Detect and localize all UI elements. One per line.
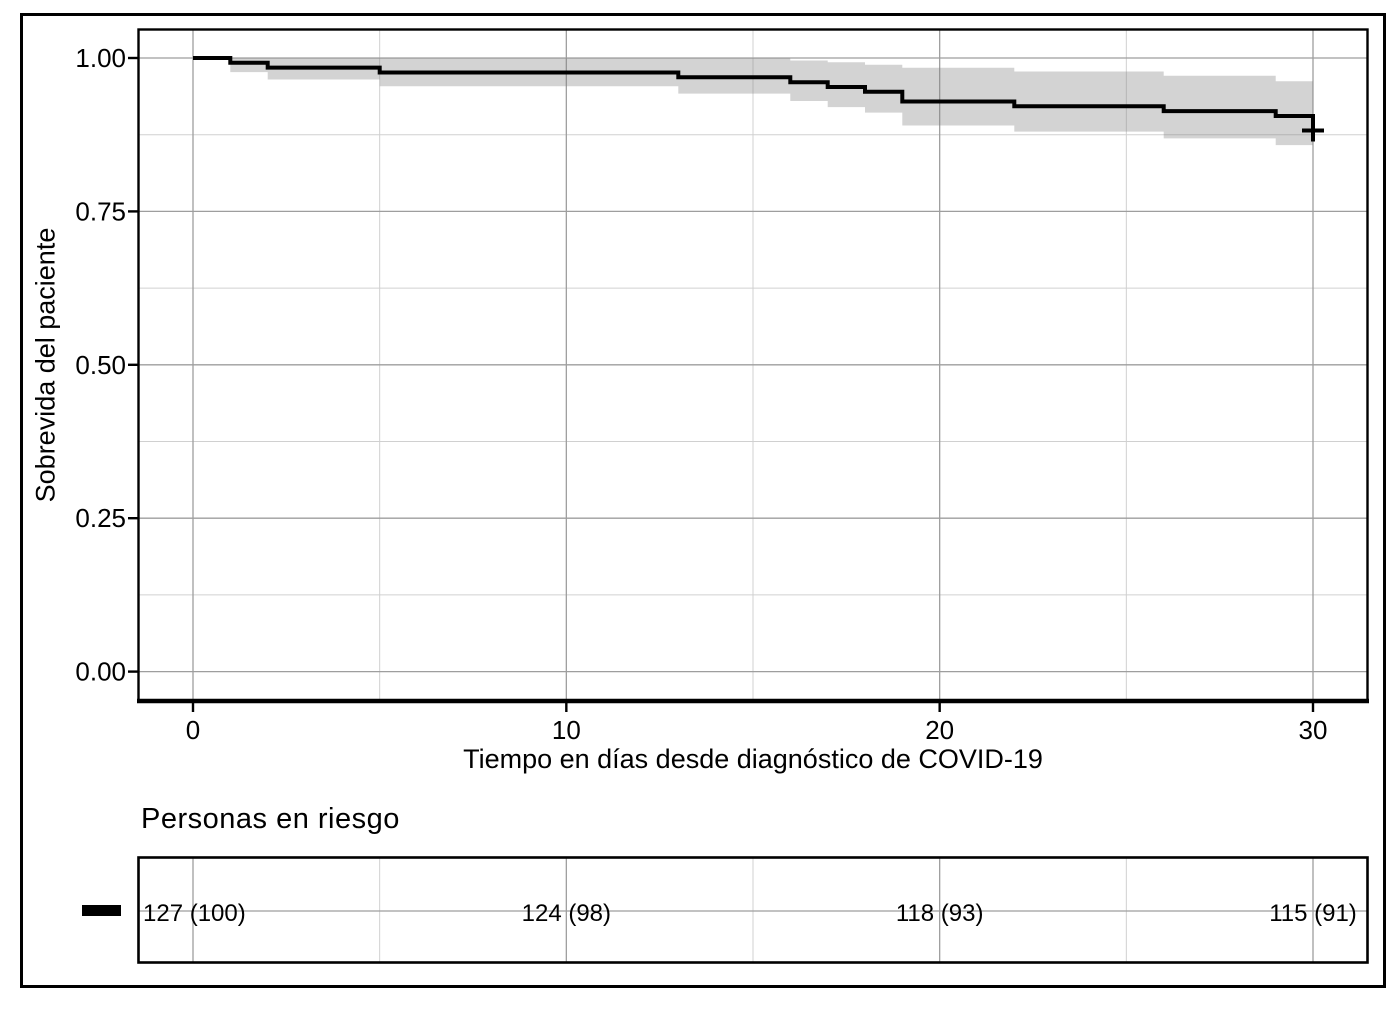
risk-count-label: 115 (91)	[1269, 900, 1357, 927]
confidence-band	[193, 58, 1313, 165]
risk-table-title: Personas en riesgo	[141, 803, 400, 835]
x-axis-title: Tiempo en días desde diagnóstico de COVI…	[463, 744, 1043, 774]
risk-count-label: 127 (100)	[143, 900, 246, 927]
y-tick-label: 0.50	[75, 350, 126, 380]
y-axis-title: Sobrevida del paciente	[30, 227, 61, 503]
y-tick-label: 0.00	[75, 657, 126, 687]
axes: 0 10 20 30 0.00 0.25 0.50 0.75 1.00	[75, 43, 1327, 745]
x-tick-label: 0	[186, 715, 200, 745]
x-tick-label: 10	[552, 715, 581, 745]
y-tick-label: 0.25	[75, 503, 126, 533]
legend-key-line	[82, 905, 121, 916]
x-tick-label: 30	[1299, 715, 1328, 745]
y-tick-label: 0.75	[75, 196, 126, 226]
risk-count-label: 124 (98)	[522, 900, 611, 927]
risk-table-border	[137, 856, 1369, 964]
survival-curve	[193, 56, 1315, 131]
risk-count-label: 118 (93)	[896, 900, 984, 927]
risk-table: 127 (100) 124 (98) 118 (93) 115 (91)	[137, 856, 1369, 964]
x-tick-label: 20	[925, 715, 954, 745]
y-tick-label: 1.00	[75, 43, 126, 73]
censor-mark	[1302, 119, 1324, 142]
figure-border	[20, 13, 1386, 988]
